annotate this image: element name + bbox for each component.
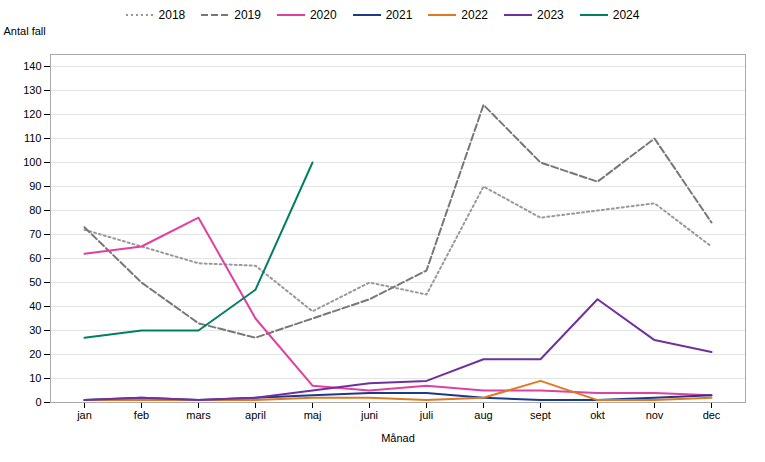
svg-text:100: 100 (23, 156, 41, 168)
svg-text:Antal fall: Antal fall (4, 25, 46, 37)
svg-text:90: 90 (29, 180, 41, 192)
svg-text:0: 0 (35, 396, 41, 408)
svg-text:80: 80 (29, 204, 41, 216)
svg-text:60: 60 (29, 252, 41, 264)
svg-text:20: 20 (29, 348, 41, 360)
svg-text:juni: juni (360, 409, 378, 421)
svg-text:120: 120 (23, 108, 41, 120)
svg-text:50: 50 (29, 276, 41, 288)
svg-text:aug: aug (474, 409, 492, 421)
svg-text:mars: mars (186, 409, 211, 421)
svg-text:140: 140 (23, 60, 41, 72)
html-text:2022: 2022 (461, 8, 488, 22)
svg-text:110: 110 (24, 132, 42, 144)
svg-text:40: 40 (29, 300, 41, 312)
svg-text:70: 70 (29, 228, 41, 240)
svg-text:feb: feb (134, 409, 149, 421)
html-text:2020: 2020 (309, 8, 337, 22)
svg-text:Månad: Månad (381, 432, 415, 444)
svg-text:30: 30 (29, 324, 41, 336)
svg-text:10: 10 (29, 372, 41, 384)
html-text:2018: 2018 (158, 8, 186, 22)
html-text:2023: 2023 (537, 8, 564, 22)
html-text:2021: 2021 (385, 8, 413, 22)
svg-text:maj: maj (304, 409, 322, 421)
svg-text:130: 130 (23, 84, 41, 96)
svg-text:dec: dec (703, 409, 721, 421)
html-text:2019: 2019 (234, 8, 261, 22)
svg-text:juli: juli (419, 409, 433, 421)
svg-text:nov: nov (646, 409, 664, 421)
svg-text:april: april (245, 409, 266, 421)
svg-text:sept: sept (530, 409, 551, 421)
html-text:2024: 2024 (612, 8, 640, 22)
svg-text:okt: okt (590, 409, 605, 421)
svg-text:jan: jan (76, 409, 92, 421)
